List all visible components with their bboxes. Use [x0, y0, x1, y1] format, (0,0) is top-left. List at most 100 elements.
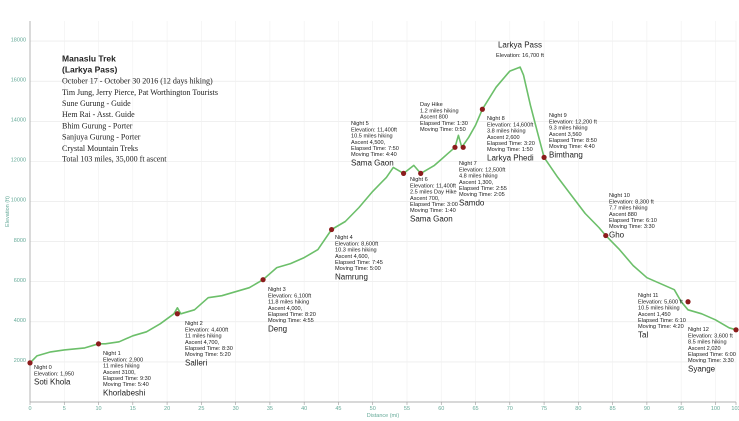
camp-marker	[541, 154, 547, 160]
annotation-place: Bimthang	[549, 150, 583, 159]
annotation-line: Elevation: 11,400ft	[351, 127, 397, 133]
x-tick-label: 10	[95, 406, 101, 412]
camp-marker	[400, 170, 407, 176]
annotation-line: Moving Time: 0:50	[420, 127, 466, 133]
annotation-line: Elevation: 6,100ft	[268, 293, 312, 299]
annotation-line: Ascent 3100,	[103, 370, 136, 376]
annotation-line: Elevation: 2,900	[103, 357, 143, 363]
camp-marker	[27, 360, 33, 366]
annotation-place: Salleri	[185, 358, 207, 367]
annotation-line: Ascent 4,600,	[335, 254, 370, 260]
annotation-line: 8.5 miles hiking	[688, 340, 727, 346]
camp-marker	[95, 341, 102, 347]
annotation-line: Moving Time: 1:40	[410, 208, 456, 214]
x-tick-label: 103	[731, 406, 739, 412]
annotation-line: 3.8 miles hiking	[487, 129, 526, 135]
x-tick-label: 50	[370, 406, 376, 412]
x-tick-label: 0	[28, 406, 31, 412]
x-tick-label: 75	[541, 406, 547, 412]
annotation-place: Samdo	[459, 198, 485, 207]
annotation-place: Soti Khola	[34, 377, 71, 386]
info-note: Tim Jung, Jerry Pierce, Pat Worthington …	[62, 88, 218, 97]
camp-marker	[460, 144, 466, 150]
annotation-line: Night 12	[688, 327, 709, 333]
annotation-line: 10.5 miles hiking	[351, 134, 393, 140]
x-tick-label: 5	[63, 406, 66, 412]
info-note: Sune Gurung - Guide	[62, 99, 131, 108]
info-note: Hem Rai - Asst. Guide	[62, 110, 135, 119]
camp-marker	[733, 327, 739, 333]
annotation-line: Elapsed Time: 8:20	[268, 312, 316, 318]
annotation-line: Elapsed Time: 9:30	[103, 376, 151, 382]
annotation-line: Moving Time: 2:05	[459, 192, 505, 198]
annotation-line: Ascent 1,450	[638, 312, 671, 318]
annotation-line: Moving Time: 1:50	[487, 147, 533, 153]
x-tick-label: 55	[404, 406, 410, 412]
y-tick-label: 10000	[11, 198, 26, 204]
annotation-place: Larkya Phedi	[487, 153, 534, 162]
x-tick-label: 20	[164, 406, 170, 412]
annotation-line: Ascent 1,300,	[459, 180, 494, 186]
x-tick-label: 30	[233, 406, 239, 412]
annotation-line: Ascent 4,500,	[351, 140, 386, 146]
annotation-line: Elevation: 1,950	[34, 371, 74, 377]
annotation-line: Moving Time: 5:00	[335, 266, 381, 272]
annotation-line: 11 miles hiking	[103, 364, 140, 370]
annotation-place: Khorlabeshi	[103, 388, 145, 397]
annotation-line: Elevation: 8,300 ft	[609, 199, 654, 205]
annotation-line: Night 11	[638, 293, 658, 299]
annotation-line: 2.5 miles Day Hike	[410, 190, 457, 196]
camp-marker	[328, 226, 335, 233]
annotation-place: Deng	[268, 324, 287, 333]
annotation-line: 10.3 miles hiking	[335, 248, 377, 254]
annotation-line: Elapsed Time: 6:10	[609, 218, 657, 224]
annotation-line: Ascent 2,020	[688, 346, 721, 352]
info-note: Crystal Mountain Treks	[62, 144, 138, 153]
annotation-line: Elevation: 11,400ft	[410, 183, 456, 189]
annotation-line: Elapsed Time: 1:30	[420, 121, 468, 127]
annotation-line: Ascent 700,	[410, 196, 440, 202]
x-tick-label: 45	[335, 406, 341, 412]
x-tick-label: 85	[610, 406, 616, 412]
annotation-line: Elevation: 12,500ft	[459, 167, 506, 173]
y-tick-label: 18000	[11, 37, 26, 43]
peak-title: Larkya Pass	[498, 41, 542, 50]
annotation-line: Ascent 800	[420, 115, 448, 121]
annotation-line: Night 8	[487, 116, 505, 122]
camp-marker	[418, 170, 424, 176]
annotation-line: Night 7	[459, 161, 477, 167]
annotation-line: Moving Time: 5:20	[185, 352, 231, 358]
y-tick-label: 2000	[14, 358, 26, 364]
annotation-line: 11 miles hiking	[185, 334, 222, 340]
annotation-line: Elapsed Time: 2:55	[459, 186, 507, 192]
x-tick-label: 100	[711, 406, 720, 412]
annotation-place: Tal	[638, 330, 648, 339]
x-tick-label: 15	[130, 406, 136, 412]
y-axis-label: Elevation (ft)	[5, 196, 11, 227]
annotation-place: Syange	[688, 364, 716, 373]
x-tick-label: 80	[575, 406, 581, 412]
annotation-line: Elapsed Time: 7:45	[335, 260, 383, 266]
info-subtitle: (Larkya Pass)	[62, 64, 117, 74]
camp-marker	[260, 277, 266, 283]
info-note: Sanjuya Gurung - Porter	[62, 133, 141, 142]
camp-marker	[685, 299, 691, 305]
annotation-line: Moving Time: 4:40	[549, 144, 595, 150]
annotation-line: Elapsed Time: 3:20	[487, 141, 535, 147]
annotation-line: Ascent 2,600	[487, 135, 520, 141]
annotation-line: Moving Time: 3:30	[688, 358, 734, 364]
annotation-line: Night 3	[268, 287, 286, 293]
annotation-line: Moving Time: 4:55	[268, 318, 314, 324]
annotation-line: Moving Time: 5:40	[103, 382, 149, 388]
annotation-line: Moving Time: 3:30	[609, 224, 655, 230]
